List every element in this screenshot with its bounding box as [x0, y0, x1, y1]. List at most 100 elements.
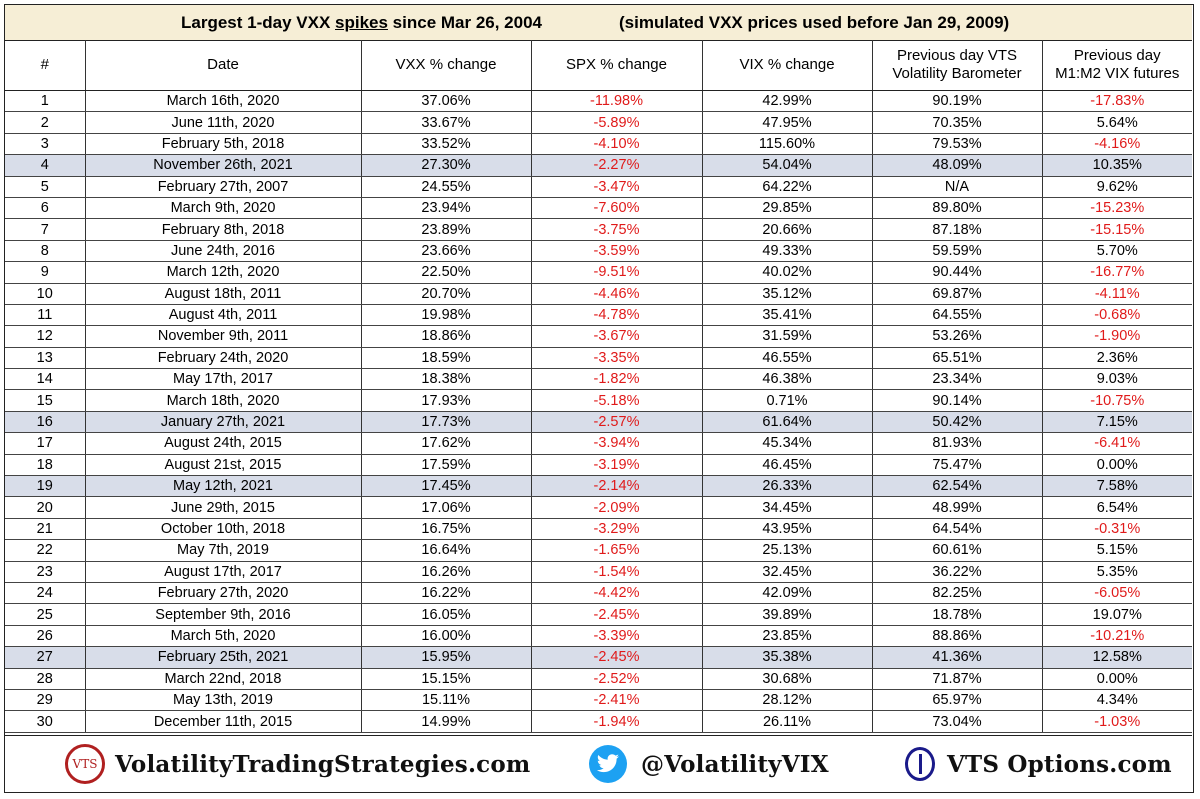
date-cell: February 25th, 2021	[85, 646, 362, 669]
table-row: 28 March 22nd, 2018 15.15% -2.52% 30.68% 71.8…	[5, 668, 1192, 690]
vxx-change-cell: 16.05%	[361, 603, 532, 626]
spx-change-cell: -2.14%	[531, 475, 703, 498]
spx-change-cell: -2.41%	[531, 689, 703, 712]
m1m2-futures-cell: -16.77%	[1042, 261, 1192, 284]
table-row: 10 August 18th, 2011 20.70% -4.46% 35.12% 69.…	[5, 283, 1192, 305]
spx-change-cell: -5.18%	[531, 389, 703, 412]
title-bar: Largest 1-day VXX spikes since Mar 26, 2…	[5, 5, 1192, 41]
spx-change-cell: -3.94%	[531, 432, 703, 455]
vts-barometer-cell: 59.59%	[872, 240, 1043, 263]
vts-barometer-cell: 69.87%	[872, 283, 1043, 305]
vts-barometer-cell: 23.34%	[872, 368, 1043, 391]
m1m2-futures-cell: 0.00%	[1042, 668, 1192, 690]
rank-cell: 7	[5, 218, 86, 241]
vxx-change-cell: 23.89%	[361, 218, 532, 241]
spx-change-cell: -2.52%	[531, 668, 703, 690]
vts-barometer-cell: 41.36%	[872, 646, 1043, 669]
vts-barometer-cell: 48.99%	[872, 496, 1043, 519]
spx-change-cell: -2.45%	[531, 646, 703, 669]
m1m2-futures-cell: 19.07%	[1042, 603, 1192, 626]
vix-change-cell: 49.33%	[702, 240, 873, 263]
vix-change-cell: 42.09%	[702, 582, 873, 605]
rank-cell: 13	[5, 347, 86, 370]
vxx-change-cell: 16.22%	[361, 582, 532, 605]
header-m1m2-futures: Previous day M1:M2 VIX futures	[1042, 40, 1192, 91]
date-cell: January 27th, 2021	[85, 411, 362, 434]
table-row: 11 August 4th, 2011 19.98% -4.78% 35.41% 64.5…	[5, 304, 1192, 327]
m1m2-futures-cell: -10.21%	[1042, 625, 1192, 648]
date-cell: February 8th, 2018	[85, 218, 362, 241]
title-underlined-word: spikes	[335, 13, 388, 32]
vts-site-link[interactable]: VolatilityTradingStrategies.com	[115, 750, 531, 778]
vxx-change-cell: 15.95%	[361, 646, 532, 669]
spikes-table: # Date VXX % change SPX % change VIX % chang…	[5, 40, 1192, 733]
vix-change-cell: 35.41%	[702, 304, 873, 327]
date-cell: May 7th, 2019	[85, 539, 362, 562]
vxx-change-cell: 17.93%	[361, 389, 532, 412]
vxx-change-cell: 15.11%	[361, 689, 532, 712]
header-vix-change: VIX % change	[702, 40, 873, 91]
date-cell: November 9th, 2011	[85, 325, 362, 348]
vts-barometer-cell: 70.35%	[872, 111, 1043, 134]
m1m2-futures-cell: 12.58%	[1042, 646, 1192, 669]
vix-change-cell: 28.12%	[702, 689, 873, 712]
vts-barometer-cell: 65.97%	[872, 689, 1043, 712]
vxx-change-cell: 24.55%	[361, 176, 532, 198]
spx-change-cell: -3.75%	[531, 218, 703, 241]
m1m2-futures-cell: -1.03%	[1042, 710, 1192, 733]
vts-barometer-cell: 82.25%	[872, 582, 1043, 605]
rank-cell: 29	[5, 689, 86, 712]
rank-cell: 12	[5, 325, 86, 348]
table-body: 1 March 16th, 2020 37.06% -11.98% 42.99% 90.1…	[5, 90, 1192, 733]
table-row: 4 November 26th, 2021 27.30% -2.27% 54.04% 48…	[5, 154, 1192, 177]
vix-change-cell: 26.33%	[702, 475, 873, 498]
table-row: 8 June 24th, 2016 23.66% -3.59% 49.33% 59.59%…	[5, 240, 1192, 263]
vxx-change-cell: 18.59%	[361, 347, 532, 370]
m1m2-futures-cell: -4.11%	[1042, 283, 1192, 305]
m1m2-futures-cell: -0.31%	[1042, 518, 1192, 541]
m1m2-futures-cell: -6.41%	[1042, 432, 1192, 455]
vts-options-brand[interactable]: VTS Options.com	[905, 736, 1172, 792]
date-cell: October 10th, 2018	[85, 518, 362, 541]
rank-cell: 28	[5, 668, 86, 690]
vxx-change-cell: 33.67%	[361, 111, 532, 134]
m1m2-futures-cell: 5.15%	[1042, 539, 1192, 562]
table-row: 29 May 13th, 2019 15.11% -2.41% 28.12% 65.97%…	[5, 689, 1192, 712]
rank-cell: 19	[5, 475, 86, 498]
vts-options-link[interactable]: VTS Options.com	[947, 750, 1172, 778]
spx-change-cell: -3.67%	[531, 325, 703, 348]
spx-change-cell: -11.98%	[531, 90, 703, 113]
vix-change-cell: 54.04%	[702, 154, 873, 177]
date-cell: June 24th, 2016	[85, 240, 362, 263]
date-cell: August 18th, 2011	[85, 283, 362, 305]
rank-cell: 5	[5, 176, 86, 198]
vts-barometer-cell: 90.19%	[872, 90, 1043, 113]
date-cell: February 27th, 2007	[85, 176, 362, 198]
rank-cell: 23	[5, 561, 86, 583]
vts-barometer-cell: 18.78%	[872, 603, 1043, 626]
table-row: 16 January 27th, 2021 17.73% -2.57% 61.64% 50…	[5, 411, 1192, 434]
vxx-change-cell: 18.38%	[361, 368, 532, 391]
vts-brand[interactable]: VTS VolatilityTradingStrategies.com	[65, 736, 530, 792]
rank-cell: 18	[5, 454, 86, 477]
m1m2-futures-cell: -1.90%	[1042, 325, 1192, 348]
m1m2-futures-cell: 6.54%	[1042, 496, 1192, 519]
vxx-change-cell: 17.73%	[361, 411, 532, 434]
vts-barometer-cell: 36.22%	[872, 561, 1043, 583]
m1m2-futures-cell: -15.15%	[1042, 218, 1192, 241]
vix-change-cell: 45.34%	[702, 432, 873, 455]
vix-change-cell: 61.64%	[702, 411, 873, 434]
twitter-brand[interactable]: @VolatilityVIX	[589, 736, 829, 792]
vix-change-cell: 29.85%	[702, 197, 873, 220]
m1m2-futures-cell: 7.58%	[1042, 475, 1192, 498]
date-cell: August 21st, 2015	[85, 454, 362, 477]
vxx-change-cell: 16.00%	[361, 625, 532, 648]
vxx-change-cell: 17.06%	[361, 496, 532, 519]
twitter-handle-link[interactable]: @VolatilityVIX	[641, 750, 829, 778]
spx-change-cell: -2.45%	[531, 603, 703, 626]
date-cell: November 26th, 2021	[85, 154, 362, 177]
vts-barometer-cell: 81.93%	[872, 432, 1043, 455]
table-row: 2 June 11th, 2020 33.67% -5.89% 47.95% 70.35%…	[5, 111, 1192, 134]
rank-cell: 16	[5, 411, 86, 434]
spx-change-cell: -3.19%	[531, 454, 703, 477]
